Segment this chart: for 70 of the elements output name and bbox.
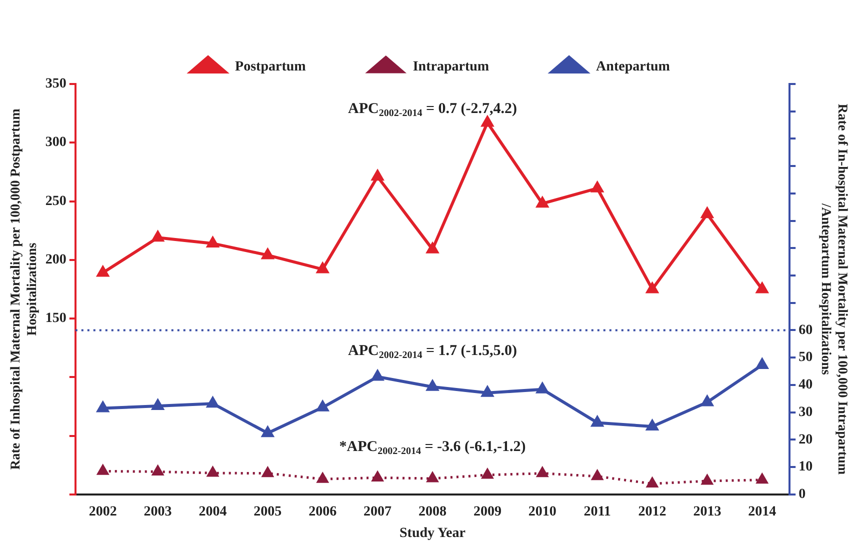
point <box>426 472 438 482</box>
x-tick-label: 2004 <box>198 504 227 520</box>
point <box>97 464 108 475</box>
legend-label: Intrapartum <box>412 60 490 75</box>
point <box>702 474 713 485</box>
point <box>372 471 384 482</box>
x-tick-label: 2007 <box>364 504 392 520</box>
point <box>756 474 768 484</box>
y2-tick-label: 30 <box>798 404 813 420</box>
point <box>262 426 274 438</box>
point <box>316 262 328 274</box>
x-tick-label: 2005 <box>254 504 282 520</box>
point <box>646 477 658 488</box>
x-tick-label: 2009 <box>473 504 502 520</box>
point <box>262 467 274 478</box>
point <box>206 397 219 408</box>
point <box>756 358 768 369</box>
x-tick-label: 2002 <box>88 504 117 520</box>
x-tick-label: 2006 <box>308 504 337 520</box>
point <box>701 208 714 218</box>
y2-tick-label: 60 <box>798 322 813 338</box>
point <box>536 467 548 478</box>
x-tick-label: 2013 <box>693 504 722 520</box>
point <box>262 248 274 260</box>
y2-axis-title: Rate of In-hospital Maternal Mortality per 100,000 Intrapartum /Antepartum Hospitalizations <box>819 104 850 476</box>
point <box>646 282 658 294</box>
point <box>372 170 384 181</box>
x-tick-label: 2008 <box>418 504 446 520</box>
x-tick-label: 2014 <box>748 504 776 520</box>
point <box>482 386 494 397</box>
point <box>536 382 548 394</box>
point <box>591 182 604 192</box>
point <box>756 282 768 294</box>
point <box>97 266 109 277</box>
point <box>152 231 164 242</box>
x-axis-title: Study Year <box>400 526 466 542</box>
x-tick-label: 2010 <box>528 504 556 520</box>
x-tick-label: 2003 <box>144 504 172 520</box>
y2-tick-label: 40 <box>798 378 813 393</box>
x-tick-label: 2011 <box>584 504 611 520</box>
point <box>592 470 603 480</box>
point <box>426 242 438 254</box>
y-axis-title: Rate of Inhospital Maternal Mortality per 100,000 Postpartum Hospitalizations <box>8 108 39 470</box>
y-tick-label: 150 <box>45 311 66 326</box>
y2-tick-label: 20 <box>798 432 813 448</box>
y2-tick-label: 0 <box>798 487 806 502</box>
point <box>591 416 604 427</box>
point <box>701 396 714 406</box>
x-tick-label: 2012 <box>638 504 666 520</box>
y-tick-label: 200 <box>45 252 66 268</box>
point <box>152 400 164 410</box>
y-tick-label: 300 <box>45 135 66 150</box>
point <box>536 197 548 208</box>
y-tick-label: 350 <box>45 76 66 92</box>
point <box>152 465 164 476</box>
point <box>207 466 218 477</box>
point <box>426 380 438 391</box>
y-tick-label: 250 <box>45 194 66 209</box>
y2-tick-label: 10 <box>798 460 813 475</box>
point <box>206 236 219 248</box>
point <box>97 402 109 412</box>
legend-label: Antepartum <box>596 60 670 75</box>
point <box>372 370 384 381</box>
point <box>316 400 328 412</box>
point <box>482 468 494 479</box>
point <box>482 116 494 127</box>
y2-tick-label: 50 <box>798 350 813 366</box>
legend-label: Postpartum <box>235 60 306 75</box>
point <box>646 420 658 431</box>
point <box>317 472 328 483</box>
